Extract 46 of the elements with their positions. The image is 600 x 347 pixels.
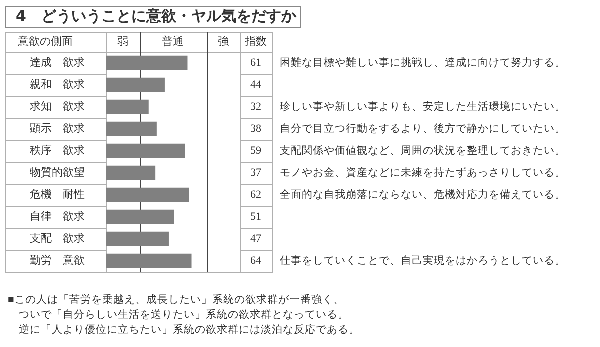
y-tick-label: 物質的欲望 bbox=[30, 166, 85, 179]
bar bbox=[106, 144, 186, 158]
data-label: 64 bbox=[250, 254, 262, 267]
text: モノやお金、資産などに未練を持たずあっさりしている。 bbox=[280, 166, 566, 179]
chart-title: 4 どういうことに意欲・ヤル気をだすか bbox=[16, 6, 298, 25]
x-axis-title: 指数 bbox=[244, 36, 267, 48]
text: 珍しい事や新しい事よりも、安定した生活環境にいたい。 bbox=[280, 100, 566, 113]
bar bbox=[106, 232, 169, 246]
data-label: 38 bbox=[250, 122, 262, 135]
data-label: 44 bbox=[250, 78, 262, 91]
text: 支配関係や価値観など、周囲の状況を整理しておきたい。 bbox=[280, 144, 566, 157]
y-tick-label: 達成 欲求 bbox=[30, 56, 85, 69]
text: 困難な目標や難しい事に挑戦し、達成に向けて努力する。 bbox=[280, 56, 566, 69]
bar bbox=[106, 188, 190, 202]
bar bbox=[106, 166, 156, 180]
annotation: 弱 bbox=[117, 36, 128, 48]
bar bbox=[106, 210, 174, 224]
y-tick-label: 勤労 意欲 bbox=[30, 254, 85, 267]
y-tick-label: 親和 欲求 bbox=[30, 78, 85, 91]
y-tick-label: 秩序 欲求 bbox=[30, 144, 85, 157]
bar bbox=[106, 254, 192, 268]
data-label: 59 bbox=[250, 144, 262, 157]
y-tick-label: 危機 耐性 bbox=[30, 188, 85, 201]
data-label: 61 bbox=[250, 56, 262, 69]
data-label: 51 bbox=[250, 210, 262, 223]
bar bbox=[106, 122, 157, 136]
text: 全面的な自我崩落にならない、危機対応力を備えている。 bbox=[280, 188, 566, 201]
bar bbox=[106, 100, 149, 114]
annotation: 強 bbox=[218, 36, 229, 48]
y-tick-label: 自律 欲求 bbox=[30, 210, 85, 223]
data-label: 32 bbox=[250, 100, 262, 113]
text: 逆に「人より優位に立ちたい」系統の欲求群には淡泊な反応である。 bbox=[19, 322, 360, 336]
y-axis-title: 意欲の側面 bbox=[17, 34, 73, 48]
text: ついで「自分らしい生活を送りたい」系統の欲求群となっている。 bbox=[19, 308, 349, 321]
data-label: 37 bbox=[250, 166, 262, 179]
y-tick-label: 求知 欲求 bbox=[30, 100, 85, 113]
bar bbox=[106, 56, 188, 70]
data-label: 62 bbox=[250, 188, 262, 201]
y-tick-label: 支配 欲求 bbox=[30, 232, 85, 245]
text: 自分で目立つ行動をするより、後方で静かにしていたい。 bbox=[280, 122, 566, 135]
bar bbox=[106, 78, 165, 92]
text: 仕事をしていくことで、自己実現をはかろうとしている。 bbox=[280, 254, 566, 267]
text: ■この人は「苦労を乗越え、成長したい」系統の欲求群が一番強く、 bbox=[8, 292, 344, 306]
y-tick-label: 顕示 欲求 bbox=[29, 122, 85, 135]
data-label: 47 bbox=[250, 232, 262, 245]
annotation: 普通 bbox=[162, 34, 184, 48]
